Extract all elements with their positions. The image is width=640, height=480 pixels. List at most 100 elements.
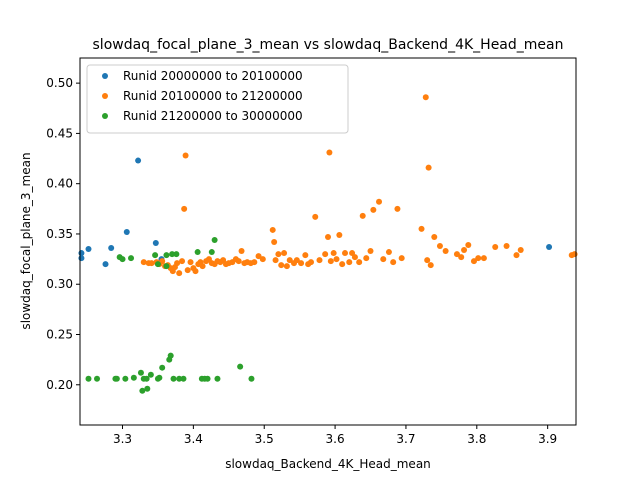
data-point [325,233,331,240]
data-point [271,239,278,245]
data-point [123,228,130,235]
data-point [174,260,181,267]
data-point [333,256,340,263]
legend-label: Runid 21200000 to 30000000 [123,109,303,123]
data-point [330,250,337,257]
data-point [517,247,524,254]
data-point [424,257,431,264]
x-tick-label: 3.7 [396,432,415,446]
y-tick-label: 0.50 [46,76,73,90]
data-point [176,375,183,382]
x-tick-label: 3.5 [255,432,274,446]
data-point [255,253,262,260]
data-point [173,251,180,258]
data-point [316,257,323,264]
y-tick-label: 0.20 [46,378,73,392]
points-layer [78,94,578,394]
data-point [302,252,309,259]
data-point [192,268,199,275]
data-point [503,243,510,250]
legend-label: Runid 20100000 to 21200000 [123,89,303,103]
data-point [113,375,120,382]
legend-marker [102,113,108,119]
data-point [278,262,285,269]
data-point [182,152,189,159]
legend-box [86,64,349,134]
data-point [422,94,429,101]
data-point [235,258,242,265]
data-point [442,248,449,255]
data-point [458,254,465,261]
data-point [427,262,434,269]
data-point [461,247,468,254]
data-point [108,245,115,252]
data-point [94,375,101,382]
data-point [180,375,187,382]
data-point [322,251,329,258]
data-point [327,258,334,265]
data-point [546,244,553,251]
x-axis-title: slowdaq_Backend_4K_Head_mean [225,457,431,471]
data-point [140,259,147,266]
data-point [470,258,477,265]
data-point [269,226,276,233]
data-point [139,387,146,394]
legend-label: Runid 20000000 to 20100000 [123,69,303,83]
data-point [194,249,201,256]
data-point [144,385,151,392]
data-point [167,352,174,359]
data-point [85,246,92,253]
data-point [122,375,129,382]
data-point [394,205,401,212]
data-point [102,261,109,268]
data-point [251,259,258,266]
data-point [359,212,366,219]
chart-title: slowdaq_focal_plane_3_mean vs slowdaq_Ba… [93,37,564,53]
data-point [237,363,244,370]
data-point [453,251,460,258]
data-point [152,240,159,247]
data-point [346,259,353,266]
data-point [465,242,472,249]
plot-frame [79,57,577,426]
data-point [85,375,92,382]
data-point [204,375,211,382]
data-point [128,255,135,262]
data-point [184,267,191,274]
legend-marker [102,73,108,79]
data-point [159,364,166,371]
data-point [275,251,282,258]
y-axis-title: slowdaq_focal_plane_3_mean [19,152,33,329]
data-point [363,255,370,262]
data-point [156,374,163,381]
y-tick-label: 0.40 [46,177,73,191]
data-point [286,257,293,264]
data-point [398,255,405,262]
data-point [342,250,349,257]
data-point [137,369,144,376]
data-point [307,259,314,266]
data-point [425,164,432,171]
data-point [143,375,150,382]
y-tick-label: 0.30 [46,277,73,291]
data-point [176,270,183,277]
data-point [370,206,377,213]
data-point [78,255,85,262]
data-point [390,259,397,266]
data-point [418,225,425,232]
data-point [480,255,487,262]
data-point [436,243,443,250]
x-tick-label: 3.3 [113,432,132,446]
data-point [475,255,482,262]
data-point [181,205,188,212]
data-point [159,258,166,265]
data-point [163,252,170,259]
series-3 [85,236,255,394]
data-point [130,374,137,381]
data-point [312,213,319,220]
data-point [259,256,266,263]
data-point [163,263,170,270]
data-point [339,261,346,268]
data-point [385,249,392,256]
